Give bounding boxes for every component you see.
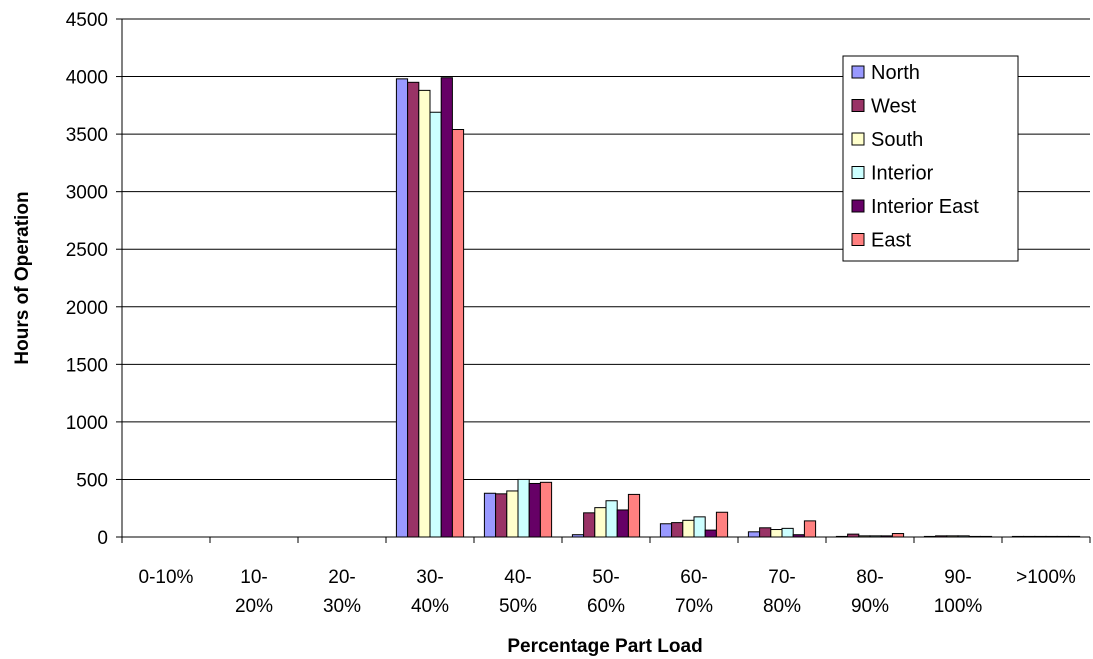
legend-box <box>842 55 1019 262</box>
legend-label: South <box>871 129 923 151</box>
x-tick-label: >100% <box>1016 567 1076 588</box>
bar-north <box>395 78 409 538</box>
bar-east <box>891 533 905 538</box>
bar-east <box>803 520 817 538</box>
legend-label: Interior <box>871 163 934 185</box>
bar-west <box>495 493 508 538</box>
bar-interior-east <box>528 482 541 538</box>
y-tick-label: 500 <box>76 470 108 491</box>
y-tick-label: 3500 <box>66 125 108 146</box>
bar-east <box>451 129 465 538</box>
bar-east <box>539 481 553 538</box>
bar-south <box>682 519 695 538</box>
bar-interior-east <box>704 529 717 538</box>
x-tick-labels: 0-10% 10-20% 20-30% 30-40% 40-50% 50-60% 60-70… <box>121 537 1091 617</box>
legend-swatch <box>851 65 865 79</box>
bar-north <box>747 531 761 538</box>
x-tick-label: 50-60% <box>587 567 625 617</box>
bar-interior-east <box>440 77 453 538</box>
bar-north <box>659 523 673 538</box>
x-tick-label: 60-70% <box>675 567 713 617</box>
legend-label: East <box>871 230 911 252</box>
bar-interior <box>605 500 618 538</box>
x-tick-label: 40-50% <box>499 567 537 617</box>
legend-label: West <box>871 96 917 118</box>
bar-west <box>583 512 596 538</box>
bar-interior <box>693 516 706 538</box>
legend-label: Interior East <box>871 196 979 218</box>
bar-east <box>627 493 641 538</box>
legend-swatch <box>851 233 865 246</box>
x-tick-label: 90-100% <box>934 567 983 617</box>
bar-west <box>759 527 772 538</box>
y-tick-label: 4500 <box>66 10 108 31</box>
axes <box>121 19 1090 538</box>
y-tick-label: 4000 <box>66 68 108 89</box>
x-tick-label: 30-40% <box>411 567 449 617</box>
x-tick-label: 20-30% <box>323 567 361 617</box>
bar-interior-east <box>616 509 629 538</box>
y-tick-label: 0 <box>97 528 108 549</box>
legend-swatch <box>851 199 865 213</box>
legend-label: North <box>871 62 920 84</box>
x-tick-label: 0-10% <box>139 567 194 588</box>
bar-interior <box>517 478 530 538</box>
legend-swatch <box>851 99 865 112</box>
y-tick-label: 1000 <box>66 413 108 434</box>
bar-south <box>506 490 519 538</box>
legend-swatch <box>851 132 865 146</box>
legend-swatch <box>851 166 865 179</box>
y-tick-labels: 0 500 1000 1500 2000 2500 3000 3500 4000 4500 <box>66 10 122 549</box>
y-tick-label: 3000 <box>66 183 108 204</box>
y-tick-label: 1500 <box>66 355 108 376</box>
bar-south <box>418 89 431 538</box>
bar-interior <box>429 111 442 538</box>
x-tick-label: 70-80% <box>763 567 801 617</box>
x-tick-label: 10-20% <box>235 567 273 617</box>
x-axis-title: Percentage Part Load <box>507 636 702 657</box>
bar-north <box>483 492 497 538</box>
bar-west <box>671 522 684 538</box>
bar-south <box>770 529 783 538</box>
y-tick-label: 2000 <box>66 298 108 319</box>
bar-west <box>407 81 420 538</box>
gridlines <box>122 18 1090 480</box>
x-tick-label: 80-90% <box>851 567 889 617</box>
y-tick-label: 2500 <box>66 240 108 261</box>
legend: North West South Interior Interior East East <box>842 55 1019 262</box>
bar-interior <box>781 527 794 538</box>
bar-east <box>715 511 729 538</box>
y-axis-title: Hours of Operation <box>12 191 33 364</box>
bar-south <box>594 507 607 538</box>
